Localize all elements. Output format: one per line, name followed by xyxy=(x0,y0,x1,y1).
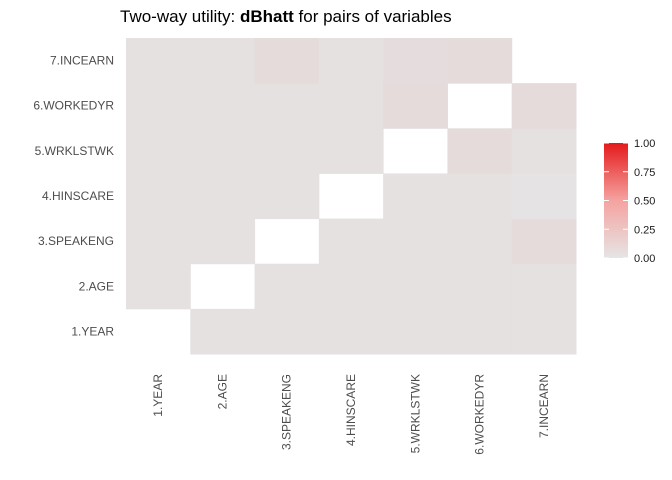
heatmap-cell xyxy=(254,128,320,174)
heatmap-cell xyxy=(447,173,513,220)
heatmap-cell xyxy=(190,128,256,174)
heatmap-cells xyxy=(126,38,577,355)
heatmap-cell xyxy=(126,38,191,84)
x-tick-label: 3.SPEAKENG xyxy=(280,374,294,450)
heatmap-cell xyxy=(511,173,577,220)
heatmap-cell xyxy=(383,173,448,220)
x-tick-label: 6.WORKEDYR xyxy=(473,374,487,455)
heatmap-cell xyxy=(511,128,577,174)
legend-tick-label: 0.75 xyxy=(634,167,655,179)
y-tick-label: 7.INCEARN xyxy=(50,54,114,68)
y-tick-label: 3.SPEAKENG xyxy=(38,234,114,248)
heatmap-cell xyxy=(383,38,448,84)
legend-tick-label: 0.25 xyxy=(634,224,655,236)
heatmap-cell xyxy=(190,83,256,129)
heatmap-cell xyxy=(126,128,191,174)
heatmap-cell xyxy=(447,128,513,174)
color-legend-ticks: 0.00 0.25 0.50 0.75 1.00 xyxy=(604,138,655,265)
heatmap-cell xyxy=(447,218,513,265)
y-tick-label: 6.WORKEDYR xyxy=(33,99,114,113)
heatmap-cell xyxy=(318,83,384,129)
chart-title: Two-way utility: dBhatt for pairs of var… xyxy=(120,7,452,26)
heatmap-cell xyxy=(254,308,320,355)
heatmap-cell xyxy=(511,263,577,310)
legend-tick-label: 0.50 xyxy=(634,196,655,208)
y-tick-label: 4.HINSCARE xyxy=(42,189,114,203)
x-tick-label: 2.AGE xyxy=(215,374,229,409)
color-legend: 0.00 0.25 0.50 0.75 1.00 xyxy=(604,138,655,265)
heatmap-cell xyxy=(190,308,256,355)
x-tick-label: 5.WRKLSTWK xyxy=(408,374,422,453)
heatmap-cell xyxy=(318,308,384,355)
heatmap-cell xyxy=(318,218,384,265)
heatmap-cell xyxy=(318,38,384,84)
x-tick-label: 4.HINSCARE xyxy=(344,374,358,446)
heatmap-cell xyxy=(254,263,320,310)
legend-tick-label: 0.00 xyxy=(634,253,655,265)
chart-title-suffix: for pairs of variables xyxy=(294,7,452,26)
heatmap-cell xyxy=(254,173,320,220)
heatmap-cell xyxy=(126,263,191,310)
heatmap-cell xyxy=(511,83,577,129)
x-axis-tick-labels: 1.YEAR 2.AGE 3.SPEAKENG 4.HINSCARE 5.WRKLSTW… xyxy=(151,374,551,455)
heatmap-cell xyxy=(511,308,577,355)
chart-title-prefix: Two-way utility: xyxy=(120,7,240,26)
heatmap-cell xyxy=(126,218,191,265)
heatmap-cell xyxy=(254,38,320,84)
heatmap-cell xyxy=(190,218,256,265)
heatmap-cell xyxy=(126,83,191,129)
heatmap-cell xyxy=(511,218,577,265)
y-axis-tick-labels: 1.YEAR 2.AGE 3.SPEAKENG 4.HINSCARE 5.WRKLSTW… xyxy=(33,54,114,339)
heatmap-cell xyxy=(447,308,513,355)
x-tick-label: 7.INCEARN xyxy=(537,374,551,438)
heatmap-cell xyxy=(447,263,513,310)
heatmap-cell xyxy=(383,83,448,129)
legend-tick-label: 1.00 xyxy=(634,138,655,150)
y-tick-label: 1.YEAR xyxy=(71,324,114,338)
heatmap-cell xyxy=(383,263,448,310)
heatmap-cell xyxy=(190,38,256,84)
heatmap-cell xyxy=(383,308,448,355)
heatmap-cell xyxy=(254,83,320,129)
x-tick-label: 1.YEAR xyxy=(151,374,165,417)
y-tick-label: 2.AGE xyxy=(79,279,114,293)
chart-title-metric: dBhatt xyxy=(240,7,294,26)
heatmap-cell xyxy=(318,128,384,174)
y-tick-label: 5.WRKLSTWK xyxy=(35,144,114,158)
heatmap-cell xyxy=(126,173,191,220)
heatmap-cell xyxy=(190,173,256,220)
heatmap-cell xyxy=(383,218,448,265)
heatmap-cell xyxy=(447,38,513,84)
heatmap-cell xyxy=(318,263,384,310)
